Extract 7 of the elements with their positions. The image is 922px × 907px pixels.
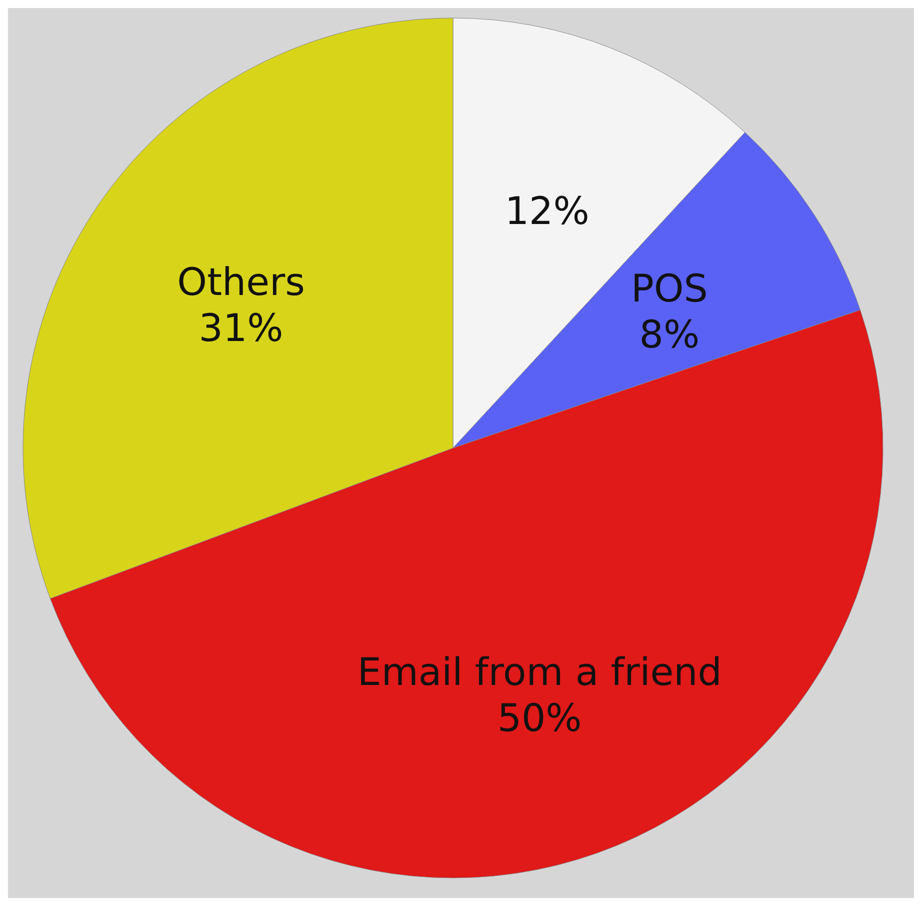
slice-label: Email from a friend [357, 650, 722, 694]
slice-label: POS [630, 266, 708, 311]
data-label: 12% [504, 188, 590, 233]
slice-label: Others [177, 260, 305, 304]
data-label: 50% [497, 696, 582, 740]
data-label: 8% [639, 312, 700, 357]
data-label: 31% [198, 306, 284, 350]
